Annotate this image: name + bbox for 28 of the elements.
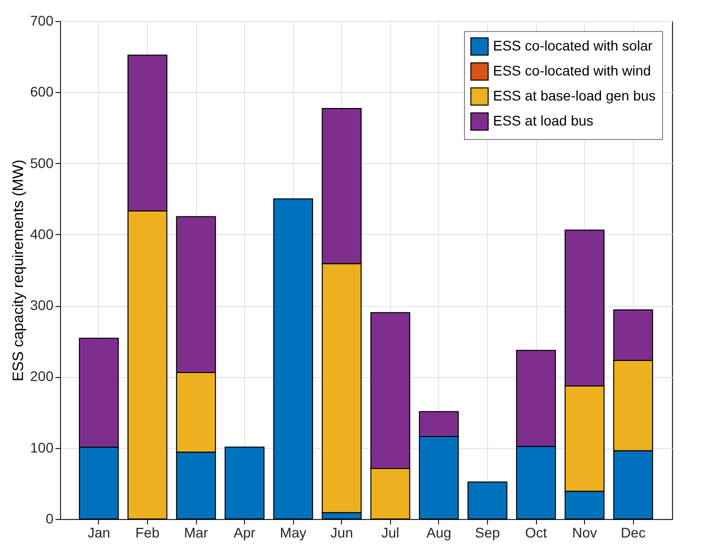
y-tick-label: 400 [30,226,54,242]
y-tick-label: 700 [30,12,54,28]
x-tick-label: Jun [330,524,354,540]
legend-label: ESS co-located with solar [493,38,653,54]
x-tick-label: Dec [620,524,646,540]
y-tick-label: 200 [30,368,54,384]
y-tick-label: 0 [46,510,54,526]
x-tick-label: Jan [88,524,110,540]
x-tick-label: Feb [135,524,160,540]
x-tick-label: Mar [184,524,208,540]
bar [273,198,314,520]
y-tick-label: 600 [30,84,54,100]
legend-label: ESS co-located with wind [493,62,651,78]
x-tick-label: Sep [474,524,500,540]
y-tick-label: 300 [30,297,54,314]
x-tick-label: Oct [525,524,547,540]
y-axis-title: ESS capacity requirements (MW) [10,160,28,382]
x-tick-label: Apr [234,524,256,540]
x-tick-label: Aug [426,524,452,540]
legend-label: ESS at base-load gen bus [493,88,656,104]
legend-label: ESS at load bus [493,112,594,128]
bar [468,482,508,520]
y-tick-label: 500 [30,154,54,171]
bar [224,446,264,520]
x-tick-label: Nov [572,524,598,540]
y-tick-label: 100 [30,439,54,456]
x-tick-label: Jul [381,524,400,540]
x-tick-label: May [280,524,306,540]
